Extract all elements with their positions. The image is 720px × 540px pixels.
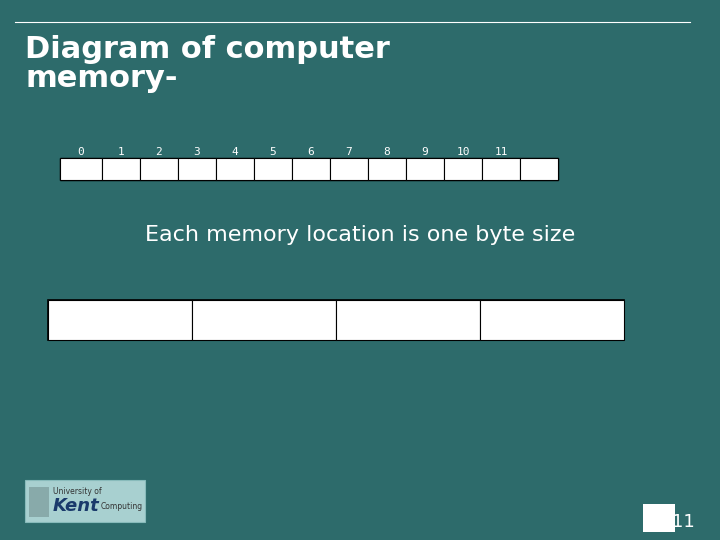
Text: 6: 6 [307,147,315,157]
Text: 11101001: 11101001 [495,308,609,332]
Bar [60,158,558,180]
Bar [25,480,145,522]
Bar [480,300,624,340]
Bar [102,158,140,180]
Text: 00101010: 00101010 [207,308,321,332]
Text: 2: 2 [156,147,163,157]
Text: 11: 11 [494,147,508,157]
Bar [140,158,178,180]
Text: 11: 11 [672,513,695,531]
Text: ø: ø [421,163,428,176]
Bar [48,300,624,340]
Text: K: K [269,163,276,176]
Text: *: * [346,163,353,176]
Bar [48,300,192,340]
Bar [482,158,520,180]
Text: 01010101: 01010101 [63,308,177,332]
Bar [216,158,254,180]
Text: 100: 100 [70,163,92,176]
Text: 5: 5 [269,147,276,157]
Text: $: $ [307,163,315,176]
Bar [254,158,292,180]
Text: Diagram of computer: Diagram of computer [25,35,390,64]
Bar [178,158,216,180]
Text: 4: 4 [383,163,391,176]
Text: Kent: Kent [53,497,100,515]
Bar [29,487,49,517]
Text: ...: ... [528,163,550,176]
Text: 0: 0 [78,147,84,157]
Text: 9: 9 [422,147,428,157]
Text: N: N [231,163,239,176]
Bar [192,300,336,340]
Text: University of: University of [53,487,102,496]
Bar [292,158,330,180]
Text: 4: 4 [232,147,238,157]
Text: 3: 3 [194,147,200,157]
Text: d: d [459,163,467,176]
Text: 10: 10 [456,147,469,157]
Text: Each memory location is one byte size: Each memory location is one byte size [145,225,575,245]
Text: a: a [193,163,201,176]
Text: memory-: memory- [25,64,178,93]
Bar [336,300,480,340]
Bar [406,158,444,180]
Bar [444,158,482,180]
Text: 1: 1 [117,147,125,157]
Bar [368,158,406,180]
Text: h: h [156,163,163,176]
Bar [60,158,102,180]
Text: a: a [498,163,505,176]
Text: T: T [117,163,125,176]
Text: 00111010: 00111010 [351,308,465,332]
Bar [520,158,558,180]
Bar [643,504,675,532]
Text: 8: 8 [384,147,390,157]
Text: Computing: Computing [101,502,143,510]
Bar [330,158,368,180]
Text: 7: 7 [346,147,352,157]
